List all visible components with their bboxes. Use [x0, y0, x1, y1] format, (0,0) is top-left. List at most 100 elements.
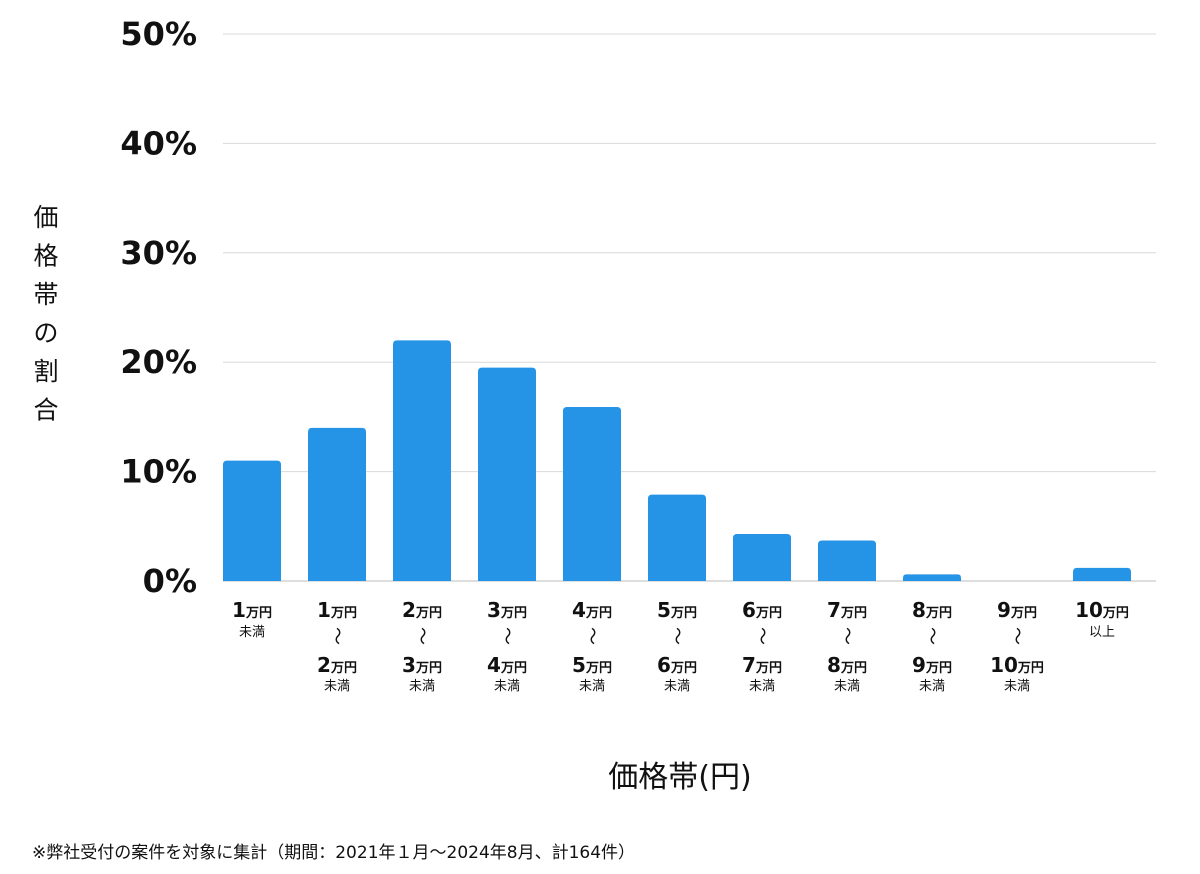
x-tick-suffix: 未満	[324, 679, 350, 694]
x-tick-label-bottom: 10万円	[990, 653, 1044, 677]
x-tick-label-bottom: 8万円	[827, 653, 867, 677]
x-tick-unit: 万円	[585, 606, 612, 621]
x-tick-suffix: 未満	[834, 679, 860, 694]
x-tick-label-top: 1万円	[232, 598, 272, 622]
x-tick-number: 7	[827, 598, 841, 622]
x-tick-unit: 万円	[415, 606, 442, 621]
x-tick-suffix: 未満	[664, 679, 690, 694]
x-tick-number: 7	[742, 653, 756, 677]
x-tick-unit: 万円	[415, 661, 442, 676]
x-tick-label-bottom: 9万円	[912, 653, 952, 677]
x-tick-unit: 万円	[1010, 606, 1037, 621]
x-tick-label-bottom: 3万円	[402, 653, 442, 677]
x-tick-unit: 万円	[670, 661, 697, 676]
x-tick-label-bottom: 6万円	[657, 653, 697, 677]
x-tick-number: 3	[402, 653, 416, 677]
bar-10	[1073, 567, 1131, 581]
bar-8	[903, 574, 961, 581]
x-tick-tilde: 〜	[326, 627, 347, 645]
x-tick-number: 9	[997, 598, 1011, 622]
x-tick-suffix: 未満	[494, 679, 520, 694]
x-tick-unit: 万円	[840, 606, 867, 621]
x-tick-label-top: 9万円	[997, 598, 1037, 622]
x-tick-tilde: 〜	[921, 627, 942, 645]
bar-6	[733, 533, 791, 581]
x-tick-tilde: 〜	[751, 627, 772, 645]
x-tick-unit: 万円	[840, 661, 867, 676]
x-tick-number: 5	[572, 653, 586, 677]
x-tick-suffix: 以上	[1089, 625, 1115, 640]
x-tick-suffix: 未満	[579, 679, 605, 694]
x-tick-label-top: 8万円	[912, 598, 952, 622]
x-tick-suffix: 未満	[749, 679, 775, 694]
x-tick-number: 3	[487, 598, 501, 622]
x-tick-number: 8	[912, 598, 926, 622]
x-tick-label-top: 2万円	[402, 598, 442, 622]
x-tick-label-bottom: 4万円	[487, 653, 527, 677]
bar-7	[818, 540, 876, 581]
x-tick-label-top: 4万円	[572, 598, 612, 622]
bar-3	[478, 367, 536, 581]
x-tick-label-top: 7万円	[827, 598, 867, 622]
bar-2	[393, 340, 451, 581]
x-tick-suffix: 未満	[1004, 679, 1030, 694]
x-tick-number: 10	[1075, 598, 1103, 622]
x-tick-unit: 万円	[755, 606, 782, 621]
x-tick-number: 2	[402, 598, 416, 622]
x-tick-suffix: 未満	[919, 679, 945, 694]
x-tick-label-top: 6万円	[742, 598, 782, 622]
x-tick-number: 8	[827, 653, 841, 677]
x-tick-label-top: 10万円	[1075, 598, 1129, 622]
x-tick-label-bottom: 2万円	[317, 653, 357, 677]
y-axis-label: 価格帯の割合	[33, 203, 58, 425]
x-tick-unit: 万円	[500, 661, 527, 676]
x-tick-number: 4	[572, 598, 586, 622]
x-tick-unit: 万円	[925, 661, 952, 676]
x-tick-tilde: 〜	[581, 627, 602, 645]
x-tick-number: 4	[487, 653, 501, 677]
y-tick-label: 40%	[120, 124, 197, 162]
x-tick-number: 10	[990, 653, 1018, 677]
x-tick-unit: 万円	[245, 606, 272, 621]
y-tick-label: 0%	[143, 562, 197, 600]
bar-4	[563, 407, 621, 581]
bar-1	[308, 427, 366, 581]
x-tick-unit: 万円	[1017, 661, 1044, 676]
x-tick-suffix: 未満	[409, 679, 435, 694]
x-tick-number: 1	[317, 598, 331, 622]
x-tick-tilde: 〜	[666, 627, 687, 645]
x-tick-tilde: 〜	[1006, 627, 1027, 645]
x-tick-number: 9	[912, 653, 926, 677]
x-tick-number: 5	[657, 598, 671, 622]
bar-5	[648, 494, 706, 581]
x-tick-label-bottom: 5万円	[572, 653, 612, 677]
x-tick-tilde: 〜	[411, 627, 432, 645]
y-tick-label: 10%	[120, 453, 197, 491]
x-tick-number: 2	[317, 653, 331, 677]
x-tick-tilde: 〜	[496, 627, 517, 645]
y-tick-label: 30%	[120, 234, 197, 272]
x-tick-label-top: 1万円	[317, 598, 357, 622]
x-tick-unit: 万円	[330, 661, 357, 676]
x-tick-tilde: 〜	[836, 627, 857, 645]
x-tick-unit: 万円	[585, 661, 612, 676]
y-tick-label: 50%	[120, 15, 197, 53]
footnote: ※弊社受付の案件を対象に集計（期間：2021年１月〜2024年8月、計164件）	[32, 843, 635, 863]
x-tick-number: 6	[657, 653, 671, 677]
y-tick-label: 20%	[120, 343, 197, 381]
x-tick-suffix: 未満	[239, 625, 265, 640]
x-tick-unit: 万円	[330, 606, 357, 621]
bar-0	[223, 460, 281, 581]
x-tick-number: 6	[742, 598, 756, 622]
x-tick-unit: 万円	[1102, 606, 1129, 621]
x-tick-number: 1	[232, 598, 246, 622]
x-tick-label-top: 3万円	[487, 598, 527, 622]
x-tick-unit: 万円	[670, 606, 697, 621]
x-tick-unit: 万円	[925, 606, 952, 621]
x-tick-unit: 万円	[755, 661, 782, 676]
x-tick-label-top: 5万円	[657, 598, 697, 622]
x-tick-unit: 万円	[500, 606, 527, 621]
x-tick-label-bottom: 7万円	[742, 653, 782, 677]
